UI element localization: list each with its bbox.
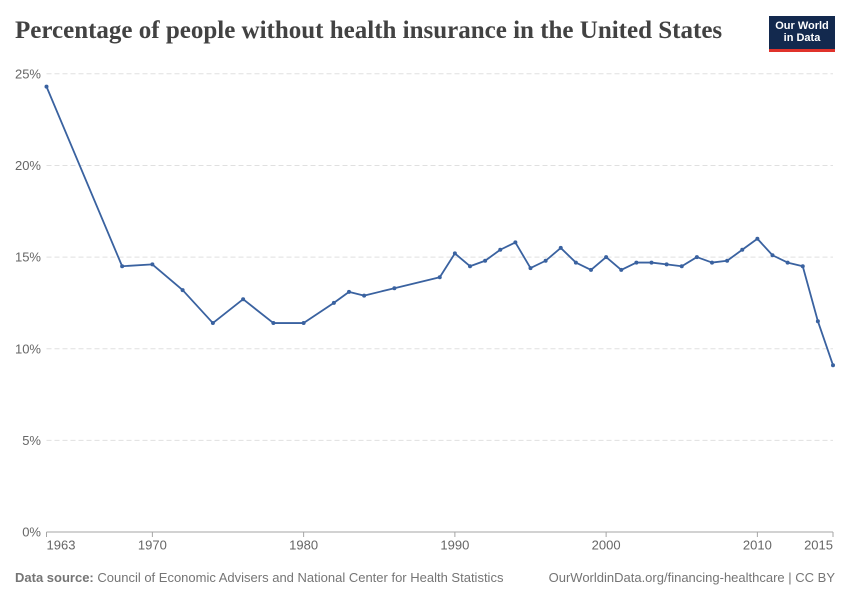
x-tick-label-1990: 1990: [440, 538, 469, 553]
data-point-1978[interactable]: [271, 321, 276, 326]
data-point-2014[interactable]: [815, 319, 820, 324]
x-axis-labels: 1963 1970 1980 1990 2000 2010 2015: [47, 538, 834, 553]
data-point-2004[interactable]: [664, 262, 669, 267]
data-point-1997[interactable]: [558, 245, 563, 250]
series-line-uninsured[interactable]: [44, 84, 836, 368]
owid-logo-line2: in Data: [783, 32, 821, 45]
data-point-2000[interactable]: [604, 255, 609, 260]
y-tick-label-25: 25%: [15, 66, 41, 81]
data-point-1986[interactable]: [392, 286, 397, 291]
data-point-1991[interactable]: [468, 264, 472, 269]
data-point-2002[interactable]: [634, 260, 639, 265]
data-point-1990[interactable]: [452, 251, 457, 256]
y-axis-labels: 0% 5% 10% 15% 20% 25%: [15, 66, 41, 539]
data-point-1996[interactable]: [543, 258, 548, 263]
data-point-2011[interactable]: [770, 253, 775, 258]
data-point-1972[interactable]: [180, 288, 185, 293]
y-tick-label-15: 15%: [15, 250, 41, 265]
data-point-1980[interactable]: [301, 321, 306, 326]
owid-logo-line1: Our World: [775, 19, 829, 32]
data-point-1984[interactable]: [362, 293, 367, 298]
data-point-1998[interactable]: [573, 260, 578, 265]
chart-title: Percentage of people without health insu…: [15, 17, 723, 44]
data-point-1989[interactable]: [437, 275, 442, 280]
x-tick-label-2015: 2015: [804, 538, 833, 553]
data-point-2010[interactable]: [755, 236, 760, 241]
y-tick-label-0: 0%: [22, 525, 41, 540]
data-point-1976[interactable]: [241, 297, 246, 302]
data-source-label: Data source:: [15, 570, 94, 585]
x-axis: [46, 531, 834, 537]
data-point-1993[interactable]: [498, 247, 503, 252]
x-tick-label-2000: 2000: [592, 538, 621, 553]
data-point-2009[interactable]: [740, 247, 745, 252]
y-tick-label-10: 10%: [15, 341, 41, 356]
data-point-1968[interactable]: [120, 264, 125, 269]
data-point-2006[interactable]: [694, 255, 699, 260]
data-point-1982[interactable]: [331, 300, 336, 305]
owid-logo-red-bar: [769, 48, 835, 52]
data-point-2001[interactable]: [619, 267, 624, 272]
y-tick-label-5: 5%: [22, 433, 41, 448]
data-point-2015[interactable]: [831, 363, 835, 368]
data-point-1974[interactable]: [210, 321, 215, 326]
owid-logo-box: Our World in Data: [769, 16, 835, 49]
y-tick-label-20: 20%: [15, 158, 41, 173]
series-path: [45, 85, 834, 367]
data-point-2012[interactable]: [785, 260, 790, 265]
attribution-note[interactable]: OurWorldinData.org/financing-healthcare …: [548, 570, 835, 585]
data-point-2005[interactable]: [679, 264, 684, 269]
chart-footer: Data source: Council of Economic Adviser…: [15, 570, 835, 585]
data-point-2007[interactable]: [710, 260, 714, 265]
data-source-text: Council of Economic Advisers and Nationa…: [93, 570, 504, 585]
data-point-1992[interactable]: [483, 258, 488, 263]
data-source-note: Data source: Council of Economic Adviser…: [15, 570, 503, 585]
x-tick-label-1980: 1980: [289, 538, 318, 553]
x-tick-label-2010: 2010: [743, 538, 772, 553]
x-tick-label-1963: 1963: [47, 538, 76, 553]
data-point-1999[interactable]: [589, 267, 593, 272]
owid-logo[interactable]: Our World in Data: [769, 16, 835, 52]
x-tick-label-1970: 1970: [138, 538, 167, 553]
data-point-1995[interactable]: [528, 266, 533, 271]
data-point-2003[interactable]: [649, 260, 654, 265]
data-point-1994[interactable]: [513, 240, 518, 245]
data-point-1983[interactable]: [347, 289, 351, 294]
data-point-2013[interactable]: [800, 264, 805, 269]
data-point-1963[interactable]: [44, 84, 49, 89]
data-point-2008[interactable]: [725, 258, 730, 263]
gridlines: [46, 73, 833, 441]
data-point-1970[interactable]: [150, 262, 155, 267]
